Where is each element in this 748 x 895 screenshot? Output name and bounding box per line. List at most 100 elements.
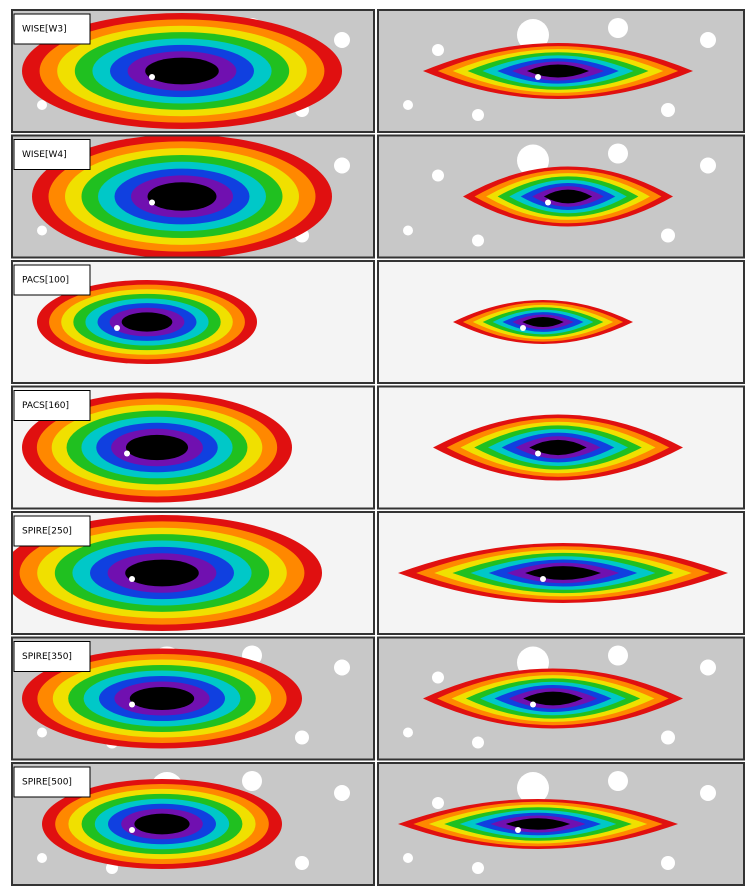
- star: [535, 74, 541, 80]
- panel-frame: [377, 260, 745, 384]
- panel-label: WISE[W3]: [22, 25, 67, 35]
- panel-label: SPIRE[500]: [22, 778, 72, 788]
- panel-frame: [377, 636, 745, 761]
- image-panel: [378, 637, 744, 760]
- mask-blob: [517, 19, 549, 51]
- mask-blob: [608, 18, 628, 38]
- mask-blob: [608, 143, 628, 164]
- mask-blob: [661, 856, 675, 870]
- contour: [543, 189, 593, 204]
- panel-label: SPIRE[250]: [22, 527, 72, 537]
- star: [545, 199, 551, 206]
- contour: [145, 57, 219, 85]
- mask-blob: [472, 109, 484, 121]
- star: [129, 827, 135, 833]
- mask-blob: [432, 44, 444, 56]
- star: [535, 450, 541, 457]
- image-panel: [12, 637, 374, 760]
- panel-frame: [377, 9, 745, 133]
- mask-blob: [432, 169, 444, 182]
- contour: [523, 691, 583, 706]
- mask-blob: [700, 659, 716, 676]
- star: [540, 576, 546, 582]
- contour: [134, 813, 190, 835]
- panel-frame: [11, 762, 375, 886]
- panel-label: PACS[100]: [22, 276, 69, 286]
- mask-blob: [295, 730, 309, 745]
- label-box: [13, 766, 91, 798]
- mask-blob: [403, 225, 413, 236]
- mask-blob: [472, 862, 484, 874]
- mask-blob: [403, 727, 413, 738]
- mask-blob: [432, 797, 444, 809]
- image-panel: [378, 135, 744, 258]
- mask-blob: [608, 771, 628, 791]
- mask-blob: [608, 645, 628, 666]
- contour: [125, 559, 199, 587]
- mask-blob: [37, 853, 47, 863]
- star: [515, 827, 521, 833]
- mask-blob: [432, 671, 444, 684]
- mask-blob: [403, 100, 413, 110]
- mask-blob: [334, 659, 350, 676]
- panel-frame: [377, 134, 745, 259]
- star: [114, 325, 120, 331]
- star: [520, 325, 526, 331]
- label-box: [13, 641, 91, 672]
- label-box: [13, 515, 91, 547]
- contour: [529, 439, 587, 456]
- mask-blob: [472, 234, 484, 247]
- star: [149, 199, 155, 206]
- mask-blob: [661, 730, 675, 745]
- label-box: [13, 390, 91, 421]
- mask-blob: [472, 736, 484, 749]
- panel-label: SPIRE[350]: [22, 652, 72, 662]
- star: [530, 701, 536, 708]
- mask-blob: [661, 228, 675, 243]
- panel-frame: [11, 385, 375, 510]
- mask-blob: [37, 100, 47, 110]
- star: [124, 450, 130, 457]
- image-panel: [378, 10, 744, 132]
- star: [129, 701, 135, 708]
- panel-frame: [11, 134, 375, 259]
- panel-frame: [377, 762, 745, 886]
- image-panel: [378, 261, 744, 383]
- contour: [125, 434, 189, 461]
- mask-blob: [334, 32, 350, 48]
- mask-blob: [700, 157, 716, 174]
- label-box: [13, 13, 91, 45]
- contour: [121, 312, 173, 332]
- mask-blob: [517, 772, 549, 804]
- contour: [147, 182, 217, 211]
- contour: [526, 64, 590, 78]
- star: [149, 74, 155, 80]
- image-panel: [12, 763, 374, 885]
- mask-blob: [37, 727, 47, 738]
- panel-frame: [11, 636, 375, 761]
- mask-blob: [661, 103, 675, 117]
- image-panel: [12, 135, 374, 258]
- mask-blob: [700, 32, 716, 48]
- panel-frame: [377, 385, 745, 510]
- panel-frame: [11, 260, 375, 384]
- contour: [522, 316, 564, 328]
- mask-blob: [242, 771, 262, 791]
- star: [129, 576, 135, 582]
- mask-blob: [403, 853, 413, 863]
- panel-label: PACS[160]: [22, 401, 69, 411]
- label-box: [13, 264, 91, 296]
- mask-blob: [295, 856, 309, 870]
- panel-frame: [377, 511, 745, 635]
- image-panel: [12, 386, 374, 509]
- panel-frame: [11, 9, 375, 133]
- image-panel: [12, 10, 374, 132]
- mask-blob: [700, 785, 716, 801]
- label-box: [13, 139, 91, 170]
- image-panel: [378, 512, 744, 634]
- mask-blob: [37, 225, 47, 236]
- image-panel: [378, 763, 744, 885]
- image-panel: [378, 386, 744, 509]
